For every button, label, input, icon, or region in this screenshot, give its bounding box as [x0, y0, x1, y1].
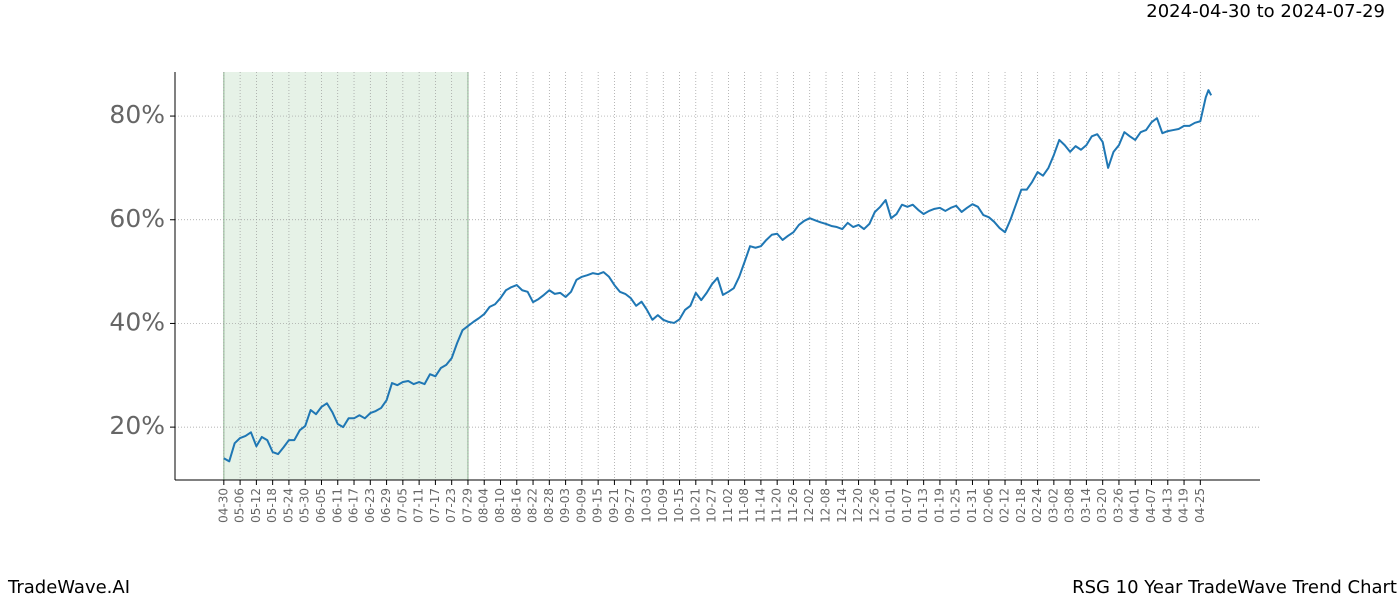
x-tick-label: 07-11 [412, 488, 426, 523]
y-tick-label: 60% [109, 204, 165, 233]
x-tick-label: 09-03 [558, 488, 572, 523]
x-tick-label: 05-24 [281, 488, 295, 523]
x-tick-label: 02-24 [1030, 488, 1044, 523]
x-tick-label: 11-20 [770, 488, 784, 523]
x-tick-label: 06-05 [314, 488, 328, 523]
x-tick-label: 08-28 [542, 488, 556, 523]
x-tick-label: 06-23 [363, 488, 377, 523]
x-tick-label: 08-16 [509, 488, 523, 523]
x-tick-label: 01-07 [900, 488, 914, 523]
x-tick-label: 10-15 [672, 488, 686, 523]
x-tick-label: 04-30 [216, 488, 230, 523]
x-tick-label: 01-25 [949, 488, 963, 523]
x-tick-label: 06-11 [330, 488, 344, 523]
x-tick-label: 07-23 [444, 488, 458, 523]
x-tick-label: 05-12 [249, 488, 263, 523]
footer-right: RSG 10 Year TradeWave Trend Chart [1072, 577, 1397, 598]
x-tick-label: 11-02 [721, 488, 735, 523]
x-tick-label: 05-06 [233, 488, 247, 523]
x-tick-label: 06-29 [379, 488, 393, 523]
x-tick-label: 12-14 [835, 488, 849, 523]
x-tick-label: 10-03 [639, 488, 653, 523]
x-tick-label: 02-18 [1014, 488, 1028, 523]
x-tick-label: 03-02 [1046, 488, 1060, 523]
x-tick-label: 08-22 [526, 488, 540, 523]
x-tick-label: 12-08 [819, 488, 833, 523]
x-tick-label: 09-27 [623, 488, 637, 523]
x-tick-label: 06-17 [347, 488, 361, 523]
x-tick-label: 11-14 [753, 488, 767, 523]
x-tick-label: 05-18 [265, 488, 279, 523]
x-tick-label: 11-08 [737, 488, 751, 523]
x-tick-label: 10-27 [705, 488, 719, 523]
x-tick-label: 09-15 [591, 488, 605, 523]
x-tick-label: 07-17 [428, 488, 442, 523]
date-range: 2024-04-30 to 2024-07-29 [1146, 1, 1385, 22]
footer-left: TradeWave.AI [7, 577, 130, 598]
x-tick-label: 07-05 [395, 488, 409, 523]
x-tick-label: 03-26 [1111, 488, 1125, 523]
x-tick-label: 09-21 [607, 488, 621, 523]
x-tick-label: 02-12 [998, 488, 1012, 523]
x-tick-label: 05-30 [298, 488, 312, 523]
x-tick-label: 12-26 [867, 488, 881, 523]
highlight-range [223, 72, 468, 480]
x-tick-label: 01-01 [884, 488, 898, 523]
x-tick-label: 04-07 [1144, 488, 1158, 523]
x-tick-label: 03-20 [1095, 488, 1109, 523]
x-tick-label: 01-19 [932, 488, 946, 523]
trend-line [223, 89, 1213, 463]
y-tick-label: 40% [109, 307, 165, 336]
x-tick-label: 01-13 [916, 488, 930, 523]
x-tick-label: 01-31 [965, 488, 979, 523]
x-tick-label: 03-14 [1079, 488, 1093, 523]
y-tick-label: 80% [109, 100, 165, 129]
x-tick-label: 03-08 [1063, 488, 1077, 523]
x-tick-label: 04-01 [1128, 488, 1142, 523]
x-tick-label: 08-04 [477, 488, 491, 523]
x-tick-label: 08-10 [493, 488, 507, 523]
x-tick-label: 09-09 [574, 488, 588, 523]
x-tick-label: 07-29 [460, 488, 474, 523]
x-tick-label: 02-06 [981, 488, 995, 523]
y-tick-label: 20% [109, 411, 165, 440]
x-tick-label: 10-09 [656, 488, 670, 523]
x-tick-label: 04-25 [1193, 488, 1207, 523]
x-tick-label: 12-20 [851, 488, 865, 523]
x-tick-label: 04-13 [1160, 488, 1174, 523]
x-tick-label: 04-19 [1177, 488, 1191, 523]
x-tick-label: 10-21 [688, 488, 702, 523]
x-tick-label: 11-26 [786, 488, 800, 523]
x-tick-label: 12-02 [802, 488, 816, 523]
